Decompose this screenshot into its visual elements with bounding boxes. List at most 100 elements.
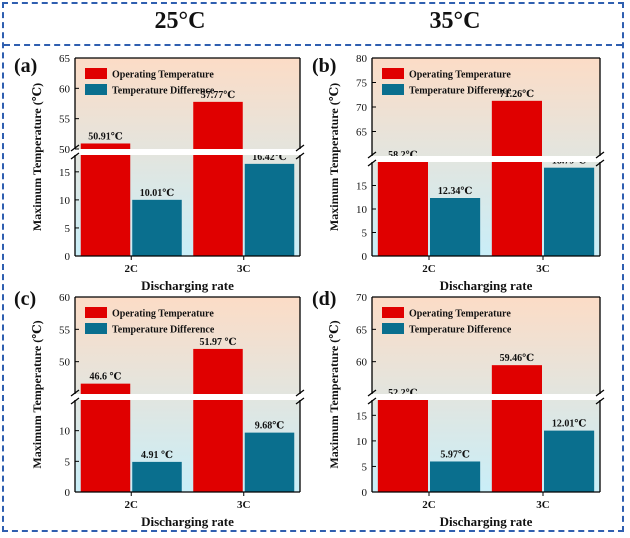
legend-label-operating: Operating Temperature xyxy=(112,70,214,81)
data-label-operating-2C: 50.91℃ xyxy=(88,131,123,142)
chart-panel-2: 58.2℃12.34℃2C71.26℃18.79℃3C6570758005101… xyxy=(312,53,605,293)
axis-break-mark xyxy=(295,397,305,405)
axis-break-mark xyxy=(295,389,305,397)
y-tick-label: 70 xyxy=(356,292,368,304)
x-tick-label-2C: 2C xyxy=(422,499,436,511)
y-tick-label: 10 xyxy=(59,195,71,207)
x-tick-label-3C: 3C xyxy=(237,263,251,275)
y-tick-label: 0 xyxy=(65,251,71,263)
axis-break-mark xyxy=(295,152,305,160)
bar-operating-3C xyxy=(193,101,243,256)
data-label-difference-3C: 12.01℃ xyxy=(552,419,587,430)
y-tick-label: 60 xyxy=(356,357,368,369)
legend-swatch-difference xyxy=(382,323,404,334)
y-axis-label: Maximum Temperature (℃) xyxy=(30,83,44,231)
y-tick-label: 0 xyxy=(362,251,368,263)
y-axis-label: Maximum Temperature (℃) xyxy=(327,83,341,231)
data-label-difference-3C: 16.42℃ xyxy=(252,152,287,163)
panel-label: (b) xyxy=(312,55,336,77)
x-tick-label-3C: 3C xyxy=(237,499,251,511)
y-tick-label: 0 xyxy=(362,487,368,499)
axis-break-mark xyxy=(367,151,377,159)
panel-label: (c) xyxy=(14,288,36,310)
y-tick-label: 15 xyxy=(356,181,368,193)
bar-operating-3C xyxy=(491,100,542,257)
data-label-difference-2C: 12.34℃ xyxy=(438,186,473,197)
y-tick-label: 65 xyxy=(59,53,71,65)
data-label-operating-3C: 51.97 ℃ xyxy=(200,337,237,348)
bar-operating-3C xyxy=(193,348,243,492)
y-tick-label: 15 xyxy=(356,410,368,422)
panel-label: (a) xyxy=(14,55,37,77)
data-label-operating-3C: 71.26℃ xyxy=(500,89,535,100)
axis-break-mark xyxy=(595,159,605,167)
axis-break-mark xyxy=(595,389,605,397)
legend-label-difference: Temperature Difference xyxy=(409,86,512,97)
legend-swatch-difference xyxy=(382,84,404,95)
y-tick-label: 5 xyxy=(362,461,368,473)
x-tick-label-2C: 2C xyxy=(125,499,139,511)
bar-difference-3C xyxy=(244,163,295,256)
axis-break-band xyxy=(372,394,600,400)
y-tick-label: 10 xyxy=(356,204,368,216)
x-tick-label-2C: 2C xyxy=(125,263,139,275)
y-tick-label: 65 xyxy=(356,324,368,336)
axis-break-mark xyxy=(70,152,80,160)
axis-break-mark xyxy=(70,389,80,397)
y-tick-label: 65 xyxy=(356,127,368,139)
bar-difference-2C xyxy=(430,461,481,492)
x-axis-label: Discharging rate xyxy=(440,514,533,529)
data-label-difference-2C: 4.91 ℃ xyxy=(141,450,173,461)
data-label-operating-3C: 57.77℃ xyxy=(201,90,236,101)
y-tick-label: 50 xyxy=(59,144,71,156)
y-tick-label: 75 xyxy=(356,78,368,90)
axis-break-mark xyxy=(295,144,305,152)
chart-panel-4: 52.2℃ 5.97℃ 2C 59.46℃ 12.01℃ 3C 60 65 70 0 5 10 15 Ma… xyxy=(312,288,605,529)
legend-swatch-difference xyxy=(85,84,107,95)
bar-operating-3C xyxy=(491,365,542,492)
legend-label-difference: Temperature Difference xyxy=(112,325,215,336)
data-label-difference-3C: 9.68℃ xyxy=(255,421,285,432)
axis-break-mark xyxy=(367,159,377,167)
legend-label-difference: Temperature Difference xyxy=(112,86,215,97)
legend-label-operating: Operating Temperature xyxy=(112,309,214,320)
axis-break-band xyxy=(75,394,300,400)
axis-break-mark xyxy=(595,397,605,405)
x-axis-label: Discharging rate xyxy=(440,278,533,293)
x-tick-label-3C: 3C xyxy=(536,263,550,275)
data-label-operating-2C: 52.2℃ xyxy=(388,388,418,399)
y-tick-label: 50 xyxy=(59,357,71,369)
data-label-operating-3C: 59.46℃ xyxy=(500,353,535,364)
y-axis-label: Maximum Temperature (℃) xyxy=(327,320,341,468)
y-tick-label: 55 xyxy=(59,114,71,126)
x-tick-label-2C: 2C xyxy=(422,263,436,275)
legend-swatch-difference xyxy=(85,323,107,334)
y-tick-label: 60 xyxy=(59,83,71,95)
x-tick-label-3C: 3C xyxy=(536,499,550,511)
y-axis-label: Maximum Temperature (℃) xyxy=(30,320,44,468)
y-tick-label: 10 xyxy=(356,436,368,448)
column-title-25c: 25°C xyxy=(154,8,206,34)
y-tick-label: 0 xyxy=(65,487,71,499)
bar-operating-2C xyxy=(80,383,131,492)
data-label-operating-2C: 58.2℃ xyxy=(388,150,418,161)
chart-panel-1: 50.91℃ 10.01℃ 2C 57.77℃ 16.42℃ 3C 50 55 60 65 0 5 10… xyxy=(14,53,305,293)
chart-panel-3: 46.6 ℃ 4.91 ℃ 2C 51.97 ℃ 9.68℃ 3C 50 55 60 0 5 10 Ma… xyxy=(14,288,305,529)
bar-difference-3C xyxy=(544,167,595,256)
y-tick-label: 5 xyxy=(65,456,71,468)
x-axis-label: Discharging rate xyxy=(141,278,234,293)
axis-break-mark xyxy=(70,144,80,152)
data-label-difference-2C: 5.97℃ xyxy=(440,449,470,460)
y-tick-label: 10 xyxy=(59,426,71,438)
y-tick-label: 55 xyxy=(59,324,71,336)
legend-label-operating: Operating Temperature xyxy=(409,70,511,81)
y-tick-label: 60 xyxy=(59,292,71,304)
data-label-difference-2C: 10.01℃ xyxy=(140,188,175,199)
y-tick-label: 70 xyxy=(356,102,368,114)
legend-swatch-operating xyxy=(382,68,404,79)
legend-swatch-operating xyxy=(85,68,107,79)
axis-break-band xyxy=(75,149,300,155)
axis-break-mark xyxy=(70,397,80,405)
bar-difference-2C xyxy=(132,199,182,256)
